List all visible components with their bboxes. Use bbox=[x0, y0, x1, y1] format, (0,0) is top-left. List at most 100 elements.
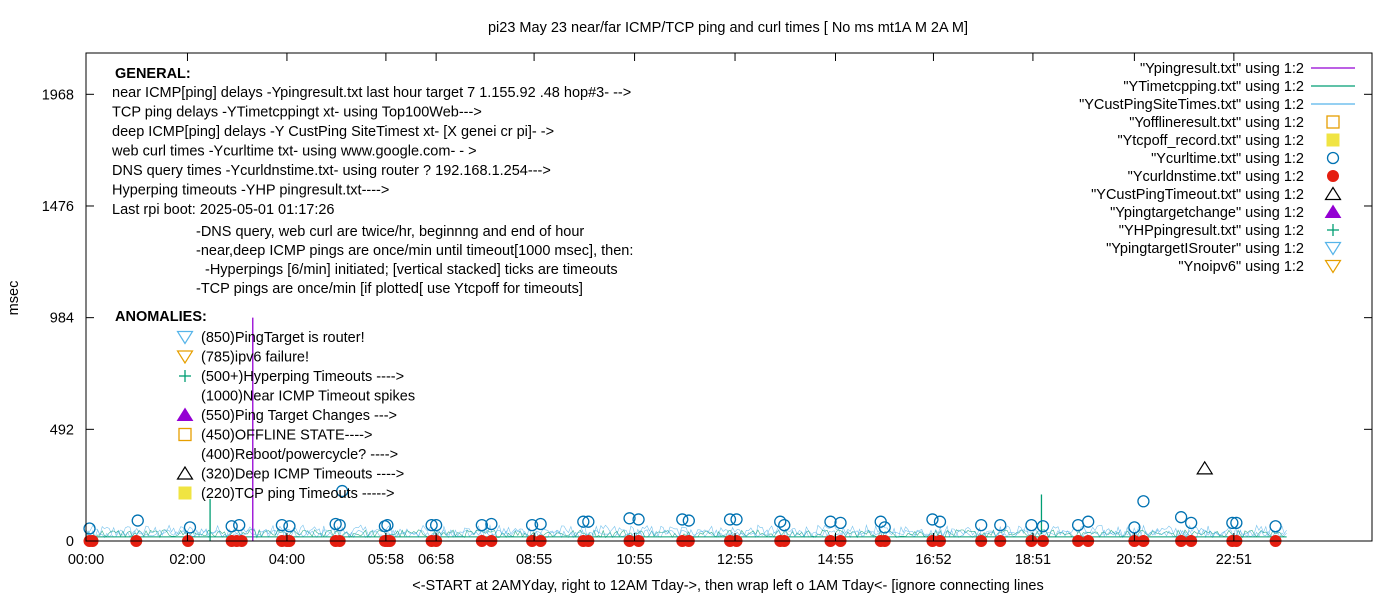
anomaly-line: (500+)Hyperping Timeouts ----> bbox=[201, 369, 404, 385]
legend-label: "Ycurltime.txt" using 1:2 bbox=[1151, 151, 1304, 167]
anomaly-line: (450)OFFLINE STATE----> bbox=[201, 428, 372, 444]
y-tick-label: 1476 bbox=[42, 199, 74, 215]
series-0-point bbox=[283, 520, 296, 533]
series-0-point bbox=[429, 518, 443, 532]
y-tick-label: 0 bbox=[66, 534, 74, 550]
series-0-point bbox=[730, 513, 743, 526]
legend-key bbox=[1324, 241, 1342, 256]
series-0-point bbox=[1036, 520, 1050, 533]
y-tick-label: 492 bbox=[50, 422, 74, 438]
series-0-point bbox=[994, 518, 1007, 532]
series-0-point bbox=[131, 514, 144, 527]
series-0-point bbox=[475, 518, 488, 532]
series-0-point bbox=[975, 518, 988, 532]
series-2-point bbox=[1196, 460, 1214, 475]
series-0-point bbox=[333, 518, 346, 532]
legend-key bbox=[1327, 170, 1339, 182]
x-tick-label: 08:55 bbox=[516, 552, 552, 568]
x-tick-label: 05:58 bbox=[368, 552, 404, 568]
series-0-point bbox=[676, 513, 689, 526]
series-0-point bbox=[834, 516, 847, 529]
note-line: -DNS query, web curl are twice/hr, begin… bbox=[196, 224, 584, 240]
anomaly-line: (550)Ping Target Changes ---> bbox=[201, 408, 397, 424]
general-line: near ICMP[ping] delays -Ypingresult.txt … bbox=[112, 85, 631, 101]
series-0-point bbox=[183, 521, 197, 534]
series-0-point bbox=[425, 518, 438, 532]
series-0-point bbox=[1025, 518, 1038, 532]
general-line: web curl times -Ycurltime txt- using www… bbox=[111, 144, 477, 160]
anomaly-key bbox=[176, 330, 194, 345]
dense-trace-2 bbox=[85, 528, 1287, 539]
legend-label: "YCustPingTimeout.txt" using 1:2 bbox=[1091, 187, 1304, 203]
legend-key bbox=[1327, 224, 1339, 236]
legend-label: "YCustPingSiteTimes.txt" using 1:2 bbox=[1079, 97, 1304, 113]
general-line: TCP ping delays -YTimetcppingt xt- using… bbox=[112, 105, 482, 121]
note-line: -TCP pings are once/min [if plotted[ use… bbox=[196, 281, 583, 297]
x-tick-label: 04:00 bbox=[269, 552, 305, 568]
anomaly-key bbox=[176, 350, 194, 365]
general-line: DNS query times -Ycurldnstime.txt- using… bbox=[112, 163, 551, 179]
anomaly-line: (850)PingTarget is router! bbox=[201, 330, 365, 346]
series-0-point bbox=[824, 515, 837, 528]
y-axis-label: msec bbox=[6, 281, 22, 316]
series-0-point bbox=[233, 518, 246, 532]
series-0-point bbox=[878, 521, 891, 534]
note-line: -Hyperpings [6/min] initiated; [vertical… bbox=[205, 262, 618, 278]
x-tick-label: 20:52 bbox=[1116, 552, 1152, 568]
plot-frame bbox=[85, 52, 1373, 542]
general-line: Hyperping timeouts -YHP pingresult.txt--… bbox=[112, 183, 389, 199]
x-tick-label: 16:52 bbox=[915, 552, 951, 568]
series-0-point bbox=[1128, 521, 1141, 534]
series-0-point bbox=[381, 518, 394, 532]
legend-key bbox=[1324, 186, 1342, 201]
series-0-point bbox=[525, 518, 539, 532]
anomaly-key bbox=[178, 427, 192, 442]
series-0-point bbox=[1137, 495, 1150, 508]
series-lines-layer bbox=[209, 317, 1043, 541]
legend-label: "YpingtargetISrouter" using 1:2 bbox=[1106, 241, 1304, 257]
legend-label: "Ytcpoff_record.txt" using 1:2 bbox=[1117, 133, 1304, 149]
x-tick-label: 10:55 bbox=[616, 552, 652, 568]
series-0-point bbox=[485, 517, 498, 531]
series-0-point bbox=[774, 515, 787, 528]
x-tick-label: 02:00 bbox=[169, 552, 205, 568]
series-0-point bbox=[1185, 516, 1198, 529]
y-tick-label: 984 bbox=[50, 311, 74, 327]
legend-label: "Ynoipv6" using 1:2 bbox=[1178, 259, 1304, 275]
legend-key bbox=[1326, 115, 1340, 129]
series-0-point bbox=[1269, 520, 1282, 533]
x-tick-label: 22:51 bbox=[1216, 552, 1252, 568]
legend-key bbox=[1326, 151, 1340, 165]
x-axis-label: <-START at 2AMYday, right to 12AM Tday->… bbox=[412, 578, 1043, 594]
annotations-block: GENERAL: near ICMP[ping] delays -Ypingres… bbox=[111, 66, 633, 502]
series-0-point bbox=[623, 512, 636, 525]
anomaly-line: (785)ipv6 failure! bbox=[201, 350, 309, 366]
legend: "Ypingresult.txt" using 1:2 "YTimetcpping… bbox=[1079, 61, 1355, 275]
general-line: Last rpi boot: 2025-05-01 01:17:26 bbox=[112, 202, 335, 218]
series-0-point bbox=[1071, 518, 1085, 532]
series-0-point bbox=[534, 517, 547, 531]
series-0-point bbox=[275, 518, 289, 532]
x-tick-label: 06:58 bbox=[418, 552, 454, 568]
series-0-point bbox=[1226, 516, 1239, 529]
axis-ticks-layer: 0 492 984 1476 1968 00:00 02:00 04:00 05:58 06:58… bbox=[42, 53, 1372, 568]
x-tick-label: 00:00 bbox=[68, 552, 104, 568]
series-0-point bbox=[778, 518, 791, 532]
y-tick-label: 1968 bbox=[42, 87, 74, 103]
anomaly-line: (1000)Near ICMP Timeout spikes bbox=[201, 389, 415, 405]
series-0-point bbox=[225, 520, 238, 533]
series-0-point bbox=[682, 514, 695, 527]
anomaly-key bbox=[176, 407, 194, 421]
general-line: deep ICMP[ping] delays -Y CustPing SiteT… bbox=[112, 124, 554, 140]
series-0-point bbox=[1082, 515, 1095, 528]
anomaly-key bbox=[179, 370, 191, 382]
legend-label: "Yofflineresult.txt" using 1:2 bbox=[1129, 115, 1304, 131]
x-tick-label: 12:55 bbox=[717, 552, 753, 568]
anomaly-line: (320)Deep ICMP Timeouts ----> bbox=[201, 467, 404, 483]
general-header: GENERAL: bbox=[115, 66, 191, 82]
series-0-point bbox=[723, 513, 737, 526]
anomaly-line: (400)Reboot/powercycle? ----> bbox=[201, 447, 398, 463]
note-line: -near,deep ICMP pings are once/min until… bbox=[196, 243, 633, 259]
series-0-point bbox=[632, 513, 645, 526]
